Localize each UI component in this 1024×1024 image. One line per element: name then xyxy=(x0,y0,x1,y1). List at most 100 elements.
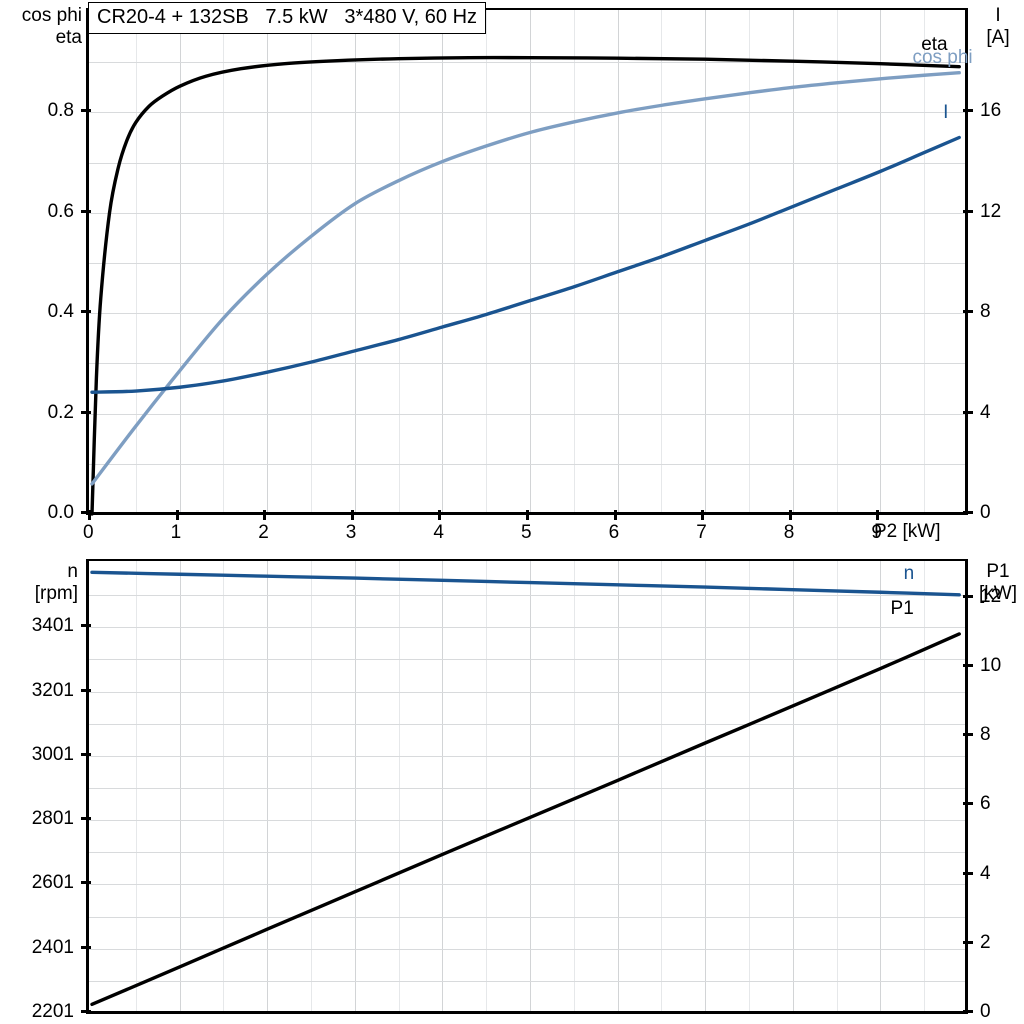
gridline-vertical-major xyxy=(705,561,707,1011)
tick-mark-right xyxy=(963,594,973,598)
gridline-horizontal xyxy=(89,62,965,64)
gridline-vertical-minor xyxy=(836,561,838,1011)
curve-label-cos-phi: cos phi xyxy=(912,46,973,68)
gridline-vertical-major xyxy=(179,10,181,512)
gridline-vertical-major xyxy=(354,10,356,512)
tick-mark-bottom xyxy=(876,510,880,520)
bottom-right-axis-title-line1: P1 xyxy=(986,561,1010,582)
gridline-horizontal xyxy=(89,691,965,693)
gridline-vertical-major xyxy=(530,561,531,1011)
tick-mark-left xyxy=(81,209,91,213)
tick-mark-bottom xyxy=(350,510,354,520)
tick-label-left: 3201 xyxy=(31,679,74,701)
tick-mark-left xyxy=(81,1010,91,1013)
tick-label-left: 0.8 xyxy=(47,100,74,122)
tick-label-left: 3001 xyxy=(31,743,74,765)
gridline-vertical-minor xyxy=(311,10,312,512)
tick-label-right: 0 xyxy=(980,502,991,523)
gridline-vertical-minor xyxy=(486,10,488,512)
bottom-plot-area xyxy=(86,559,968,1014)
gridline-vertical-minor xyxy=(749,561,750,1011)
top-right-axis-title-line1: I xyxy=(995,5,1001,26)
curve-n xyxy=(90,570,961,597)
tick-label-bottom: 1 xyxy=(170,522,182,543)
tick-mark-left xyxy=(81,945,91,949)
bottom-left-axis-title-line1: n xyxy=(67,561,78,582)
tick-label-right: 12 xyxy=(980,585,1002,607)
gridline-horizontal xyxy=(89,723,965,725)
gridline-horizontal xyxy=(89,627,965,629)
top-x-axis-title: P2 [kW] xyxy=(874,521,941,542)
tick-label-bottom: 0 xyxy=(83,522,94,543)
tick-label-left: 0.2 xyxy=(47,401,74,423)
gridline-vertical-major xyxy=(792,561,794,1011)
tick-mark-left xyxy=(81,817,91,821)
tick-label-right: 4 xyxy=(980,401,991,423)
tick-mark-left xyxy=(81,624,91,628)
gridline-horizontal xyxy=(89,212,965,214)
gridline-vertical-major xyxy=(179,561,181,1011)
tick-label-bottom: 6 xyxy=(608,522,620,543)
gridline-horizontal xyxy=(89,595,965,597)
bottom-left-axis-title-line2: [rpm] xyxy=(34,582,78,604)
tick-mark-bottom xyxy=(613,510,617,520)
bottom-left-axis-title: n [rpm] xyxy=(0,561,78,605)
tick-mark-right xyxy=(963,410,973,414)
tick-mark-bottom xyxy=(526,510,529,520)
gridline-vertical-major xyxy=(267,10,269,512)
gridline-vertical-minor xyxy=(135,561,137,1011)
top-right-axis-title: I [A] xyxy=(972,5,1024,49)
tick-label-bottom: 3 xyxy=(345,522,357,543)
tick-mark-bottom xyxy=(788,510,792,520)
gridline-vertical-minor xyxy=(924,561,926,1011)
tick-label-left: 0.0 xyxy=(47,502,74,523)
gridline-horizontal xyxy=(89,820,965,822)
tick-label-bottom: 5 xyxy=(521,522,532,543)
gridline-horizontal xyxy=(89,852,965,854)
tick-label-right: 6 xyxy=(980,793,991,815)
gridline-vertical-major xyxy=(792,10,794,512)
tick-mark-right xyxy=(963,802,973,806)
curve-cos-phi xyxy=(90,71,961,486)
gridline-vertical-major xyxy=(880,10,882,512)
tick-label-left: 0.6 xyxy=(47,200,74,222)
gridline-vertical-minor xyxy=(398,10,400,512)
tick-mark-right xyxy=(963,733,973,737)
curve-i xyxy=(90,135,961,394)
gridline-horizontal xyxy=(89,788,965,789)
tick-label-left: 2801 xyxy=(31,808,74,830)
gridline-horizontal xyxy=(89,980,965,982)
tick-mark-right xyxy=(963,1010,973,1013)
gridline-horizontal xyxy=(89,659,965,661)
gridline-horizontal xyxy=(89,162,965,164)
tick-label-bottom: 7 xyxy=(696,522,707,543)
tick-mark-bottom xyxy=(88,510,91,520)
gridline-horizontal xyxy=(89,263,965,264)
gridline-vertical-major xyxy=(617,10,619,512)
gridline-vertical-major xyxy=(442,561,444,1011)
tick-mark-bottom xyxy=(263,510,267,520)
gridline-horizontal xyxy=(89,313,965,315)
tick-mark-bottom xyxy=(175,510,179,520)
top-chart-panel: cos phi eta I [A] CR20-4 + 132SB 7.5 kW … xyxy=(22,2,1024,543)
tick-mark-right xyxy=(963,310,973,314)
tick-label-right: 10 xyxy=(980,654,1002,676)
chart-title-box: CR20-4 + 132SB 7.5 kW 3*480 V, 60 Hz xyxy=(88,2,487,34)
gridline-vertical-minor xyxy=(223,561,225,1011)
gridline-horizontal xyxy=(89,884,965,886)
gridline-horizontal xyxy=(89,413,965,415)
bottom-chart-panel: n [rpm] P1 [kW] 2201 2401 2601 2801 3001 3201… xyxy=(0,551,1024,1024)
tick-label-right: 8 xyxy=(980,724,991,746)
tick-mark-right xyxy=(963,940,973,944)
curve-label-i: I xyxy=(943,101,949,123)
curve-label-n: n xyxy=(903,563,915,585)
gridline-horizontal xyxy=(89,112,965,114)
gridline-vertical-major xyxy=(705,10,707,512)
curve-eta xyxy=(90,55,961,516)
tick-mark-right xyxy=(963,511,973,514)
tick-label-bottom: 4 xyxy=(433,522,444,543)
gridline-vertical-minor xyxy=(486,561,488,1011)
gridline-vertical-minor xyxy=(311,561,312,1011)
gridline-horizontal xyxy=(89,948,965,950)
gridline-horizontal xyxy=(89,363,965,365)
